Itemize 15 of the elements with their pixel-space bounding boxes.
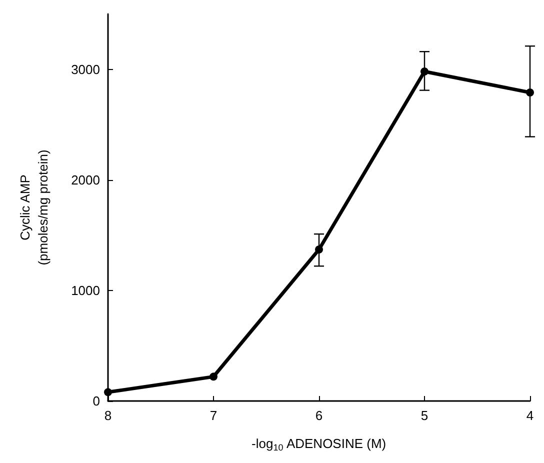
x-tick-label: 4 <box>526 408 534 423</box>
point <box>526 88 534 97</box>
x-tick-label: 7 <box>210 408 218 423</box>
x-tick-label: 8 <box>104 408 112 423</box>
y-tick-label: 3000 <box>71 62 100 77</box>
point <box>210 372 218 381</box>
x-tick-label: 6 <box>315 408 323 423</box>
y-tick-label: 0 <box>92 394 100 408</box>
y-axis-title: Cyclic AMP (pmoles/mg protein) <box>18 150 50 266</box>
point <box>315 246 323 254</box>
x-tick-label: 5 <box>420 408 428 423</box>
y-tick-label: 1000 <box>71 282 100 298</box>
y-tick-label: 2000 <box>71 172 100 188</box>
point <box>104 388 112 396</box>
point <box>420 68 428 76</box>
